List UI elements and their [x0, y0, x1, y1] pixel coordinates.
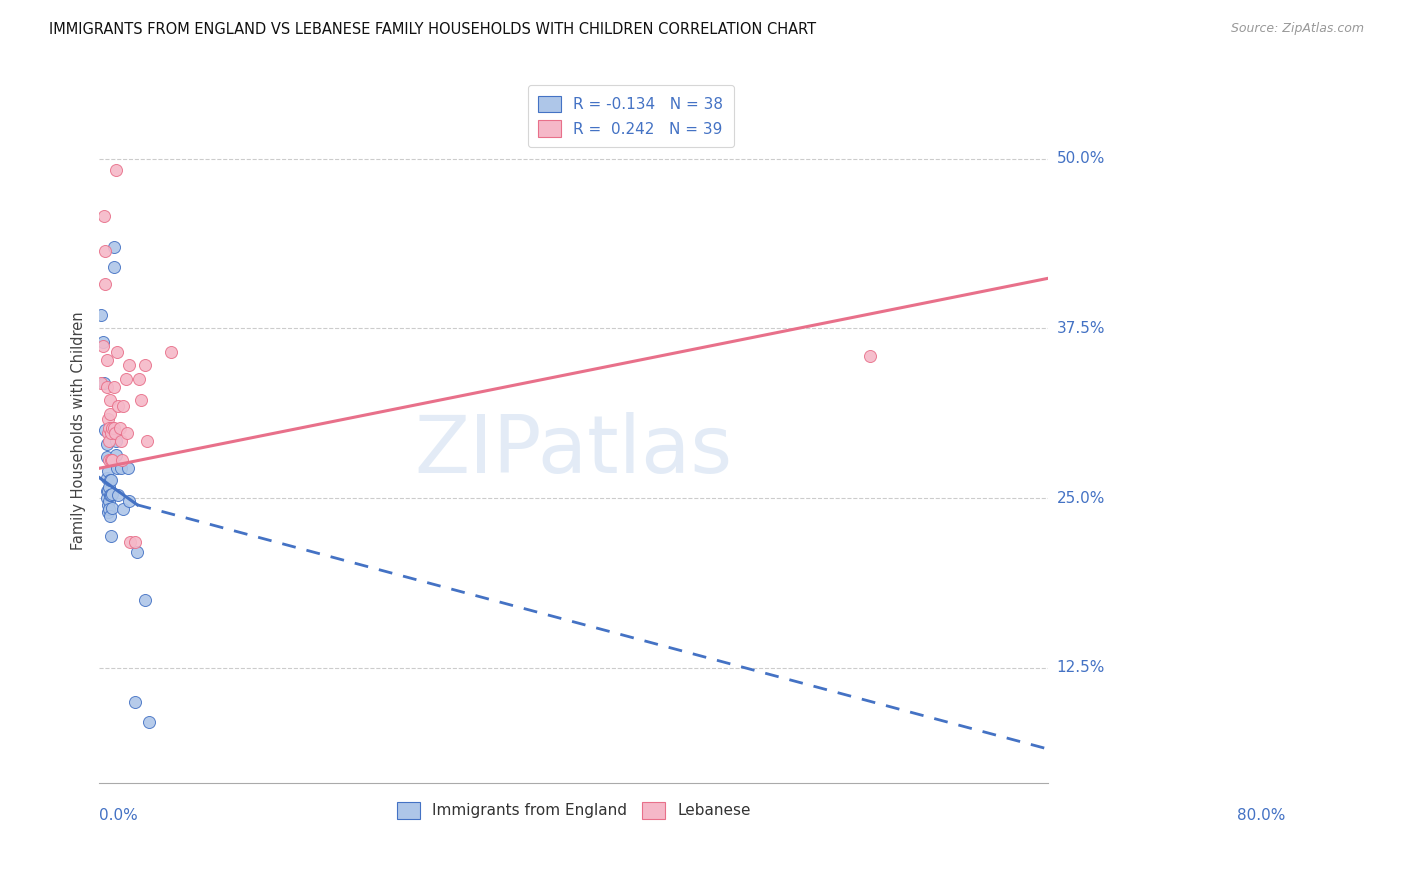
- Point: [105, 162, 128, 177]
- Text: 37.5%: 37.5%: [1057, 321, 1105, 336]
- Point: [97, 498, 120, 512]
- Legend: Immigrants from England, Lebanese: Immigrants from England, Lebanese: [391, 796, 756, 825]
- Point: [101, 420, 124, 434]
- Point: [105, 434, 128, 449]
- Point: [90, 308, 112, 322]
- Point: [96, 471, 118, 485]
- Y-axis label: Family Households with Children: Family Households with Children: [72, 311, 86, 549]
- Point: [97, 480, 120, 494]
- Point: [129, 393, 152, 408]
- Point: [105, 461, 128, 475]
- Text: ZIPatlas: ZIPatlas: [415, 412, 733, 491]
- Point: [93, 376, 115, 390]
- Point: [97, 502, 120, 516]
- Point: [138, 714, 160, 729]
- Point: [111, 453, 134, 467]
- Point: [103, 380, 125, 394]
- Point: [97, 425, 120, 440]
- Point: [100, 453, 122, 467]
- Point: [124, 534, 146, 549]
- Point: [96, 484, 118, 499]
- Point: [859, 349, 882, 363]
- Text: 80.0%: 80.0%: [1237, 808, 1285, 822]
- Point: [91, 339, 114, 353]
- Text: 0.0%: 0.0%: [100, 808, 138, 822]
- Point: [100, 474, 122, 488]
- Point: [91, 334, 114, 349]
- Point: [134, 592, 156, 607]
- Point: [101, 500, 124, 515]
- Point: [97, 412, 120, 426]
- Point: [104, 425, 127, 440]
- Point: [103, 240, 125, 254]
- Point: [117, 461, 139, 475]
- Point: [94, 277, 117, 291]
- Point: [96, 491, 118, 505]
- Text: IMMIGRANTS FROM ENGLAND VS LEBANESE FAMILY HOUSEHOLDS WITH CHILDREN CORRELATION : IMMIGRANTS FROM ENGLAND VS LEBANESE FAMI…: [49, 22, 817, 37]
- Point: [97, 453, 120, 467]
- Point: [105, 344, 128, 359]
- Point: [93, 209, 115, 223]
- Point: [100, 488, 122, 502]
- Point: [115, 425, 138, 440]
- Point: [103, 420, 125, 434]
- Point: [97, 420, 120, 434]
- Text: 25.0%: 25.0%: [1057, 491, 1105, 506]
- Point: [107, 399, 129, 413]
- Point: [107, 488, 129, 502]
- Point: [94, 244, 117, 259]
- Point: [101, 487, 124, 501]
- Point: [100, 425, 122, 440]
- Text: Source: ZipAtlas.com: Source: ZipAtlas.com: [1230, 22, 1364, 36]
- Point: [128, 372, 150, 386]
- Point: [97, 493, 120, 508]
- Point: [118, 493, 141, 508]
- Point: [96, 352, 118, 367]
- Point: [96, 437, 118, 451]
- Point: [98, 488, 121, 502]
- Point: [97, 434, 120, 449]
- Point: [90, 376, 112, 390]
- Point: [112, 502, 135, 516]
- Point: [110, 461, 132, 475]
- Point: [100, 529, 122, 543]
- Point: [124, 695, 146, 709]
- Point: [114, 372, 136, 386]
- Point: [101, 453, 124, 467]
- Point: [108, 420, 131, 434]
- Point: [110, 434, 132, 449]
- Point: [112, 399, 135, 413]
- Point: [98, 474, 121, 488]
- Point: [103, 260, 125, 275]
- Point: [135, 434, 157, 449]
- Point: [105, 448, 128, 462]
- Point: [134, 358, 156, 372]
- Point: [97, 484, 120, 499]
- Point: [94, 423, 117, 437]
- Point: [97, 464, 120, 478]
- Point: [98, 508, 121, 523]
- Point: [96, 450, 118, 465]
- Point: [97, 505, 120, 519]
- Point: [127, 545, 149, 559]
- Point: [98, 393, 121, 408]
- Point: [120, 534, 142, 549]
- Text: 12.5%: 12.5%: [1057, 660, 1105, 675]
- Point: [118, 358, 141, 372]
- Point: [159, 344, 181, 359]
- Text: 50.0%: 50.0%: [1057, 152, 1105, 166]
- Point: [98, 407, 121, 421]
- Point: [96, 380, 118, 394]
